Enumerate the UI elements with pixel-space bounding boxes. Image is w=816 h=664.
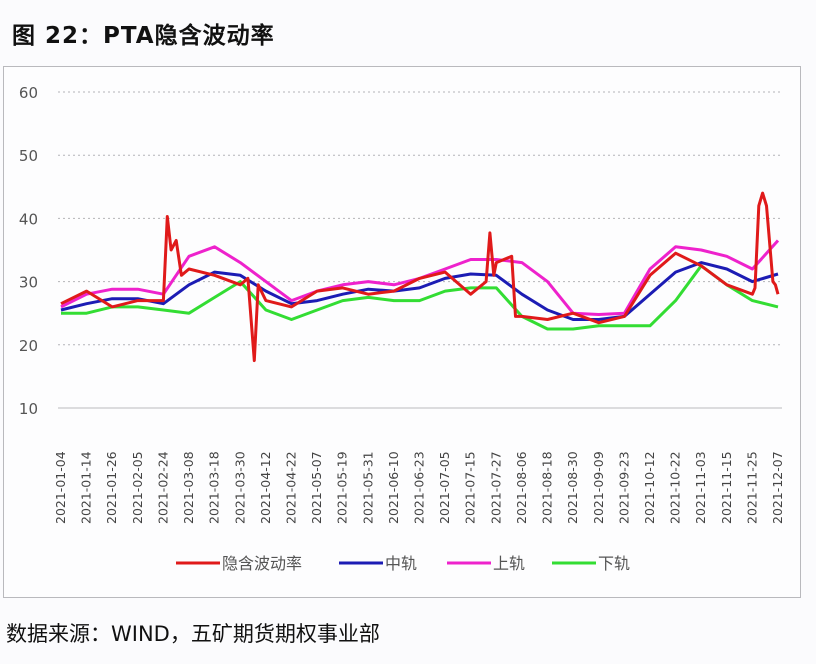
x-tick-label: 2021-08-06 [514,451,529,524]
x-tick-label: 2021-01-04 [53,451,68,524]
y-tick-label: 10 [19,400,38,418]
x-tick-label: 2021-03-18 [207,451,222,524]
y-tick-label: 30 [19,274,38,292]
legend-label: 下轨 [598,554,630,573]
x-tick-label: 2021-01-14 [79,451,94,524]
chart-title: 图 22：PTA隐含波动率 [12,23,275,49]
x-tick-label: 2021-03-30 [232,451,247,524]
x-tick-label: 2021-02-05 [130,451,145,524]
x-tick-label: 2021-05-07 [309,451,324,524]
x-tick-label: 2021-11-03 [693,451,708,524]
legend-label: 隐含波动率 [222,554,302,573]
y-axis-ticks: 10 20 30 40 50 60 [19,84,38,418]
x-tick-label: 2021-09-23 [616,451,631,524]
x-tick-label: 2021-08-18 [540,451,555,524]
x-tick-label: 2021-07-27 [488,451,503,524]
x-tick-label: 2021-05-31 [360,451,375,524]
series-line-1 [60,261,779,321]
x-tick-label: 2021-11-15 [719,451,734,524]
series-line-0 [60,191,780,363]
series-line-3 [61,264,779,331]
x-tick-label: 2021-06-23 [412,451,427,524]
y-tick-label: 20 [19,337,38,355]
gridlines [58,91,782,409]
chart-frame [3,66,801,598]
x-tick-label: 2021-02-24 [155,451,170,524]
x-axis-ticks: 2021-01-04 2021-01-14 2021-01-26 2021-02-05… [53,451,785,524]
legend-label: 上轨 [493,554,525,573]
x-tick-label: 2021-10-12 [642,451,657,524]
x-tick-label: 2021-05-19 [335,451,350,524]
y-tick-label: 40 [19,210,38,228]
x-tick-label: 2021-09-09 [591,451,606,524]
x-tick-label: 2021-04-12 [258,451,273,524]
x-tick-label: 2021-08-30 [565,451,580,524]
legend-item[interactable]: 上轨 [447,554,525,573]
x-tick-label: 2021-10-22 [668,451,683,524]
legend-item[interactable]: 隐含波动率 [176,554,302,573]
x-tick-label: 2021-06-10 [386,451,401,524]
x-tick-label: 2021-12-07 [770,451,785,524]
x-tick-label: 2021-11-25 [744,451,759,524]
legend-label: 中轨 [385,554,417,573]
x-tick-label: 2021-03-08 [181,451,196,524]
series-lines [60,191,780,363]
y-tick-label: 50 [19,147,38,165]
x-tick-label: 2021-07-15 [463,451,478,524]
legend: 隐含波动率 中轨 上轨 下轨 [176,554,630,573]
legend-item[interactable]: 下轨 [552,554,630,573]
data-source-note: 数据来源：WIND，五矿期货期权事业部 [6,622,380,646]
y-tick-label: 60 [19,84,38,102]
legend-item[interactable]: 中轨 [339,554,417,573]
x-tick-label: 2021-04-22 [283,451,298,524]
x-tick-label: 2021-07-05 [437,451,452,524]
x-tick-label: 2021-01-26 [104,451,119,524]
